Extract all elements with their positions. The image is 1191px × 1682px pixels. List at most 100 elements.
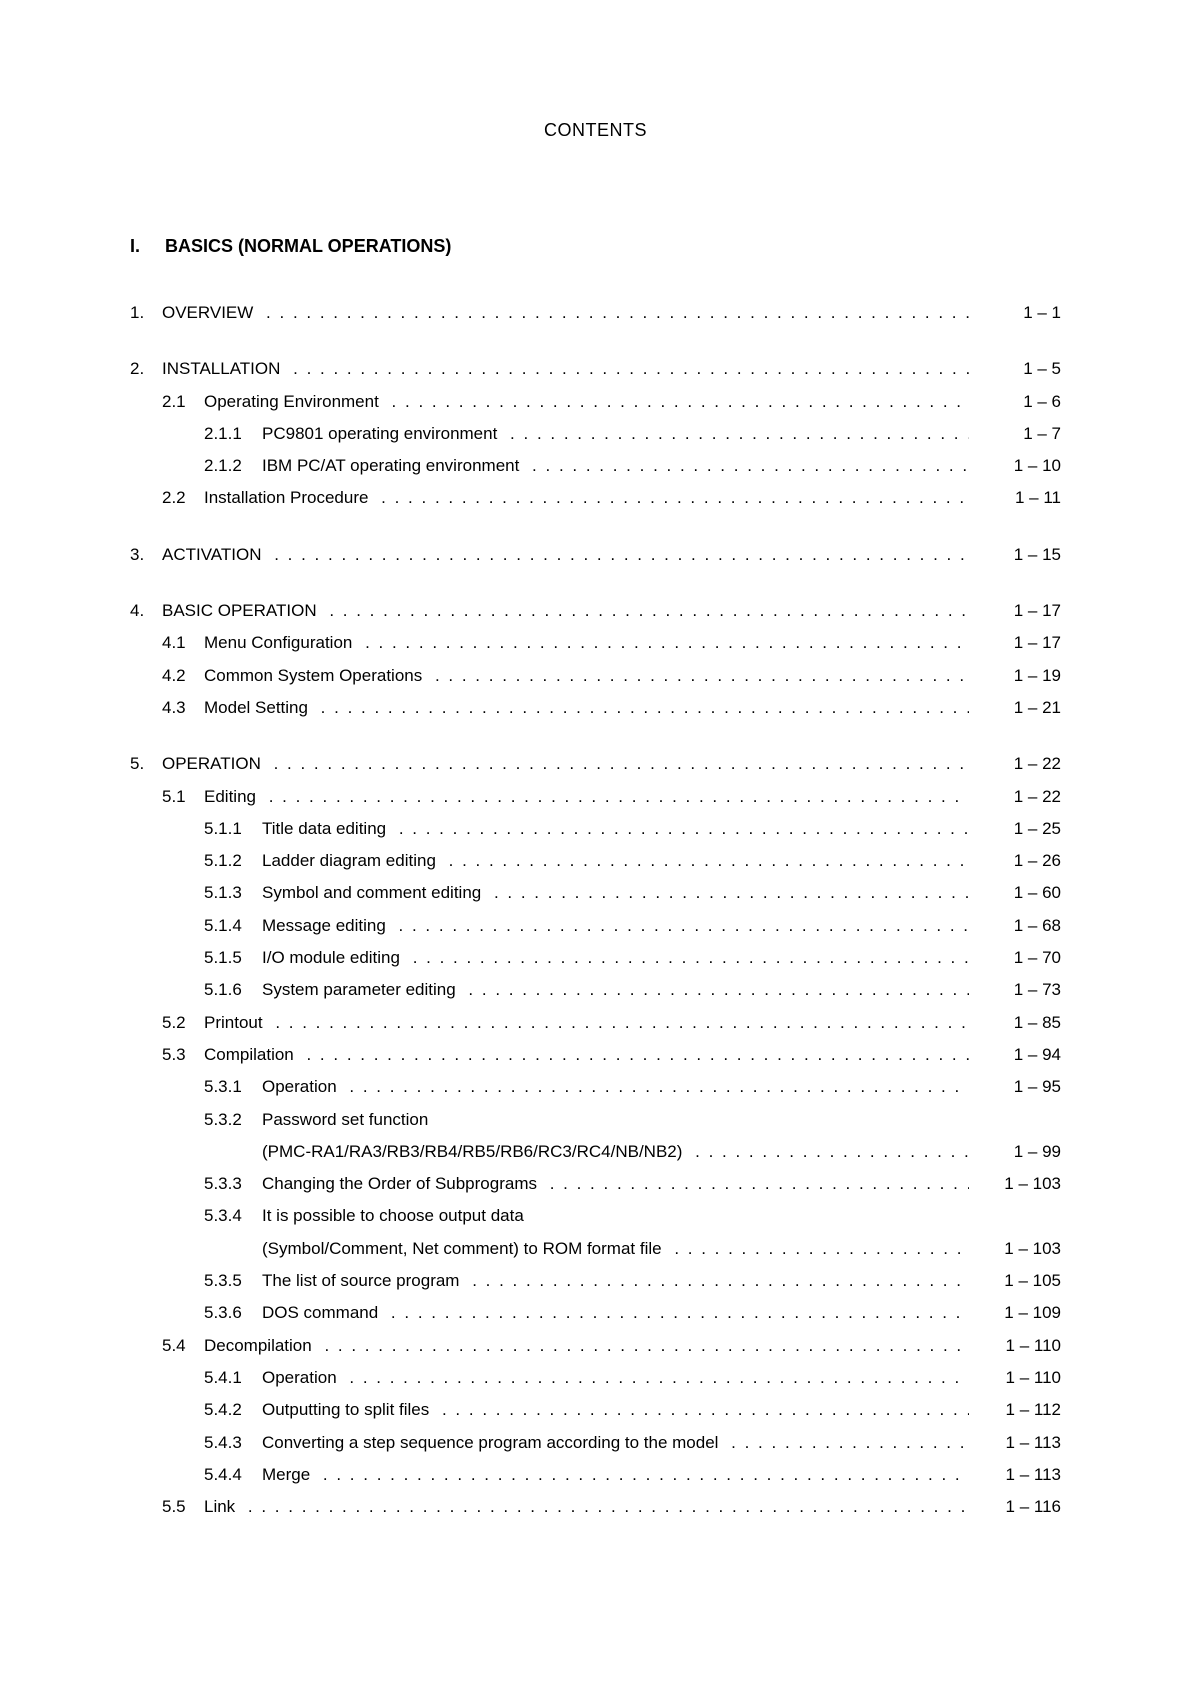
- toc-row: 1. OVERVIEW 1 – 1: [130, 297, 1061, 329]
- toc-subsection-num: 5.1.1: [204, 813, 262, 845]
- toc-row: 5.1.6 System parameter editing 1 – 73: [130, 974, 1061, 1006]
- toc-row: 5.4.4 Merge 1 – 113: [130, 1459, 1061, 1491]
- toc-entry-title: Compilation: [204, 1039, 969, 1071]
- toc-subsection-num: 5.1.3: [204, 877, 262, 909]
- toc-page-num: 1 – 68: [969, 910, 1061, 942]
- toc-entry-title: Ladder diagram editing: [262, 845, 969, 877]
- toc-row: 4.1 Menu Configuration 1 – 17: [130, 627, 1061, 659]
- toc-chapter-num: 5.: [130, 748, 162, 780]
- toc-page-num: 1 – 112: [969, 1394, 1061, 1426]
- toc-page-num: 1 – 94: [969, 1039, 1061, 1071]
- toc-chapter-block: 5. OPERATION 1 – 22 5.1 Editing 1 – 22 5…: [130, 748, 1061, 1523]
- toc-page-num: 1 – 26: [969, 845, 1061, 877]
- toc-subsection-num: 5.1.6: [204, 974, 262, 1006]
- toc-entry-title: Model Setting: [204, 692, 969, 724]
- toc-section-num: 5.3: [162, 1039, 204, 1071]
- toc-page-num: 1 – 17: [969, 595, 1061, 627]
- toc-row: 5.4.1 Operation 1 – 110: [130, 1362, 1061, 1394]
- toc-row: 5.1.1 Title data editing 1 – 25: [130, 813, 1061, 845]
- toc-row: 2. INSTALLATION 1 – 5: [130, 353, 1061, 385]
- toc-row: 5.1 Editing 1 – 22: [130, 781, 1061, 813]
- toc-subsection-num: 5.1.2: [204, 845, 262, 877]
- toc-row: 5.4.3 Converting a step sequence program…: [130, 1427, 1061, 1459]
- toc-page-num: 1 – 105: [969, 1265, 1061, 1297]
- toc-page-num: 1 – 6: [969, 386, 1061, 418]
- toc-subsection-num: 5.3.4: [204, 1200, 262, 1232]
- toc-subsection-num: 5.3.2: [204, 1104, 262, 1136]
- toc-section-num: 2.1: [162, 386, 204, 418]
- toc-chapter-num: 4.: [130, 595, 162, 627]
- toc-page-num: 1 – 17: [969, 627, 1061, 659]
- toc-entry-title: System parameter editing: [262, 974, 969, 1006]
- toc-subsection-num: 5.3.6: [204, 1297, 262, 1329]
- toc-row: 5.3.2 Password set function: [130, 1104, 1061, 1136]
- toc-page-num: 1 – 103: [969, 1233, 1061, 1265]
- toc-page-num: 1 – 19: [969, 660, 1061, 692]
- part-number: I.: [130, 236, 160, 257]
- toc-entry-title: Password set function: [262, 1104, 969, 1136]
- toc-entry-title: BASIC OPERATION: [162, 595, 969, 627]
- toc-entry-title: Operation: [262, 1362, 969, 1394]
- toc-row: 5.1.4 Message editing 1 – 68: [130, 910, 1061, 942]
- toc-page-num: 1 – 70: [969, 942, 1061, 974]
- toc-row: 5.4 Decompilation 1 – 110: [130, 1330, 1061, 1362]
- toc-entry-title: Changing the Order of Subprograms: [262, 1168, 969, 1200]
- toc-row: 4. BASIC OPERATION 1 – 17: [130, 595, 1061, 627]
- toc-row: 5.3.4 It is possible to choose output da…: [130, 1200, 1061, 1232]
- toc-entry-title: The list of source program: [262, 1265, 969, 1297]
- toc-row: 2.1.1 PC9801 operating environment 1 – 7: [130, 418, 1061, 450]
- toc-row: 5. OPERATION 1 – 22: [130, 748, 1061, 780]
- toc-section-num: 5.1: [162, 781, 204, 813]
- toc-chapter-num: 2.: [130, 353, 162, 385]
- toc-entry-title: Merge: [262, 1459, 969, 1491]
- toc-entry-title: Symbol and comment editing: [262, 877, 969, 909]
- toc-page-num: 1 – 11: [969, 482, 1061, 514]
- toc-entry-title: Decompilation: [204, 1330, 969, 1362]
- toc-section-num: 5.5: [162, 1491, 204, 1523]
- toc-page-num: 1 – 22: [969, 781, 1061, 813]
- toc-row: 4.3 Model Setting 1 – 21: [130, 692, 1061, 724]
- toc-page-num: 1 – 109: [969, 1297, 1061, 1329]
- toc-page-num: 1 – 73: [969, 974, 1061, 1006]
- toc-entry-title: It is possible to choose output data: [262, 1200, 969, 1232]
- toc-entry-title: Operating Environment: [204, 386, 969, 418]
- toc-entry-title: OVERVIEW: [162, 297, 969, 329]
- toc-entry-title: Menu Configuration: [204, 627, 969, 659]
- toc-page-num: 1 – 113: [969, 1459, 1061, 1491]
- toc-row: 5.3.6 DOS command 1 – 109: [130, 1297, 1061, 1329]
- toc-subsection-num: 5.4.4: [204, 1459, 262, 1491]
- toc-section-num: 4.2: [162, 660, 204, 692]
- toc-subsection-num: 5.4.1: [204, 1362, 262, 1394]
- toc-entry-title: (Symbol/Comment, Net comment) to ROM for…: [262, 1233, 969, 1265]
- toc-entry-title: (PMC-RA1/RA3/RB3/RB4/RB5/RB6/RC3/RC4/NB/…: [262, 1136, 969, 1168]
- toc-page-num: 1 – 15: [969, 539, 1061, 571]
- toc-row: 2.2 Installation Procedure 1 – 11: [130, 482, 1061, 514]
- toc-row: 5.4.2 Outputting to split files 1 – 112: [130, 1394, 1061, 1426]
- toc-page-num: 1 – 10: [969, 450, 1061, 482]
- toc-row: 5.3.1 Operation 1 – 95: [130, 1071, 1061, 1103]
- toc-page-num: 1 – 25: [969, 813, 1061, 845]
- toc-entry-title: Operation: [262, 1071, 969, 1103]
- toc-subsection-num: 5.4.2: [204, 1394, 262, 1426]
- toc-entry-title: Title data editing: [262, 813, 969, 845]
- toc-subsection-num: 2.1.1: [204, 418, 262, 450]
- page: CONTENTS I. BASICS (NORMAL OPERATIONS) 1…: [0, 0, 1191, 1682]
- toc-entry-title: INSTALLATION: [162, 353, 969, 385]
- toc-row: 3. ACTIVATION 1 – 15: [130, 539, 1061, 571]
- toc-page-num: 1 – 85: [969, 1007, 1061, 1039]
- toc-row: 5.5 Link 1 – 116: [130, 1491, 1061, 1523]
- toc-section-num: 4.1: [162, 627, 204, 659]
- toc-entry-title: Installation Procedure: [204, 482, 969, 514]
- toc-entry-title: Outputting to split files: [262, 1394, 969, 1426]
- toc-row: (Symbol/Comment, Net comment) to ROM for…: [130, 1233, 1061, 1265]
- toc-entry-title: Printout: [204, 1007, 969, 1039]
- toc-entry-title: Link: [204, 1491, 969, 1523]
- toc-entry-title: I/O module editing: [262, 942, 969, 974]
- toc-section-num: 5.4: [162, 1330, 204, 1362]
- toc-row: 2.1.2 IBM PC/AT operating environment 1 …: [130, 450, 1061, 482]
- toc-chapter-block: 4. BASIC OPERATION 1 – 17 4.1 Menu Confi…: [130, 595, 1061, 724]
- toc-row: 5.3.3 Changing the Order of Subprograms …: [130, 1168, 1061, 1200]
- toc-page-num: 1 – 22: [969, 748, 1061, 780]
- toc-row: 5.1.2 Ladder diagram editing 1 – 26: [130, 845, 1061, 877]
- toc-chapter-block: 1. OVERVIEW 1 – 1: [130, 297, 1061, 329]
